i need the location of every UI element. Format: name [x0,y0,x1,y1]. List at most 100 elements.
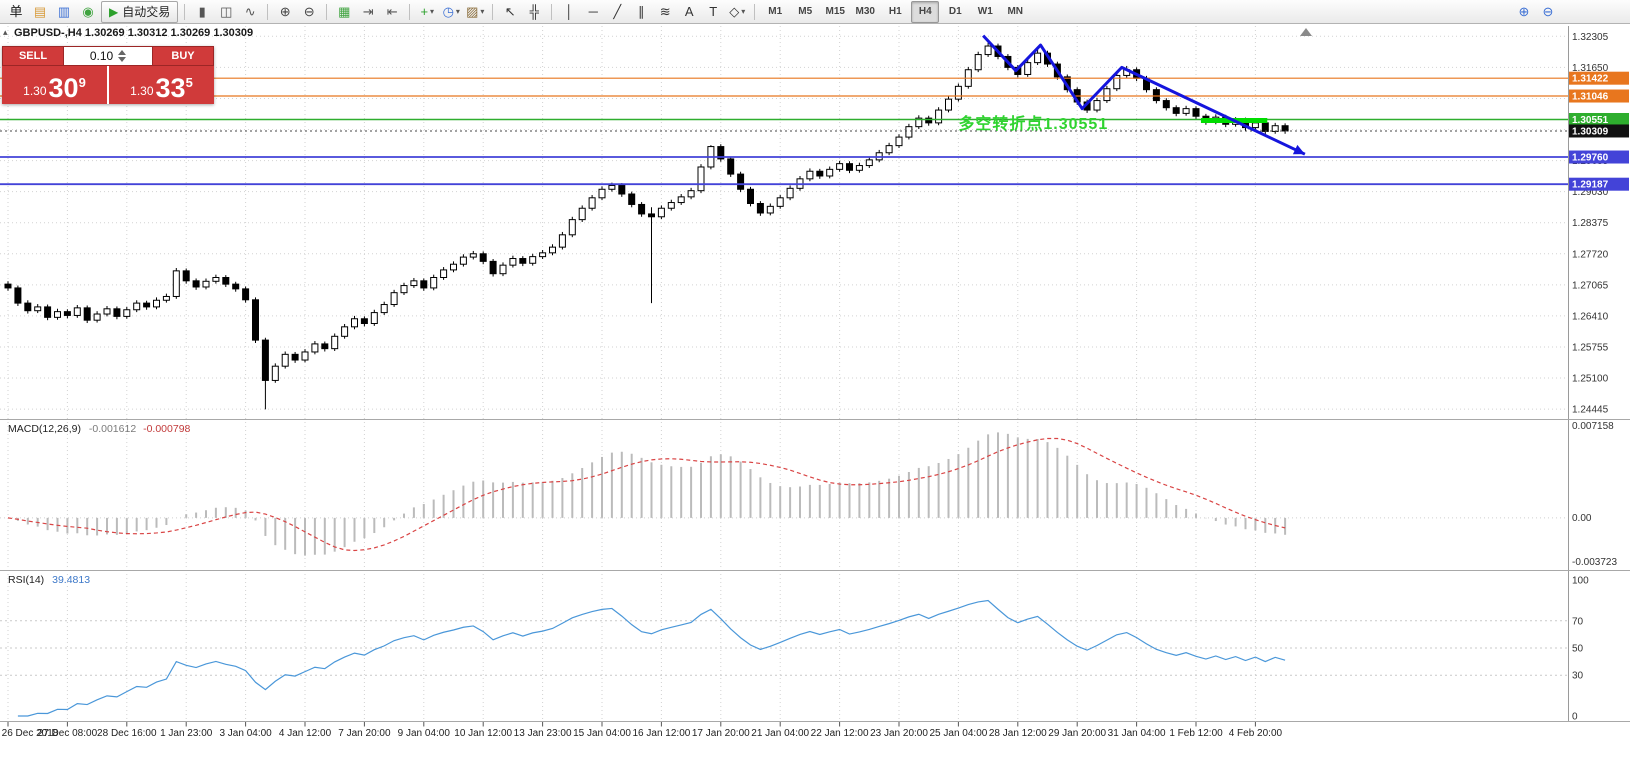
volume-value: 0.10 [89,49,114,63]
timeframe-button-h1[interactable]: H1 [888,5,902,17]
magnifier-minus-icon-glyph: ⊖ [1542,4,1554,19]
channel-icon-glyph: ∥ [638,4,645,19]
cursor-icon[interactable]: ↖ [499,1,521,23]
chart-shift-icon[interactable]: ⇤ [381,1,403,23]
new-chart-icon-glyph: ▤ [33,4,47,19]
rsi-value: 39.4813 [52,574,91,586]
cursor-icon-glyph: ↖ [504,4,516,19]
svg-text:28 Jan 12:00: 28 Jan 12:00 [989,728,1047,739]
horizontal-line-icon-glyph: ─ [588,4,598,19]
navigator-icon-glyph: ◉ [82,4,94,19]
crosshair-icon[interactable]: ╬ [523,1,545,23]
svg-text:15 Jan 04:00: 15 Jan 04:00 [573,728,631,739]
svg-text:70: 70 [1572,616,1584,627]
chevron-down-icon: ▾ [480,6,485,16]
toolbar-separator [551,3,553,20]
navigator-icon[interactable]: ◉ [77,1,99,23]
macd-signal-value: -0.000798 [143,423,191,435]
svg-text:9 Jan 04:00: 9 Jan 04:00 [398,728,451,739]
timeframe-button-h4[interactable]: H4 [911,0,940,23]
svg-text:1.31046: 1.31046 [1572,92,1609,103]
text-tool-icon[interactable]: A [678,1,700,23]
periods-icon[interactable]: ◷ ▾ [440,1,462,23]
svg-text:1.29187: 1.29187 [1572,180,1609,191]
new-order-button[interactable]: 单 [5,1,27,23]
horizontal-line-icon[interactable]: ─ [582,1,604,23]
vertical-line-icon-glyph: │ [565,4,574,19]
zoom-in-icon[interactable]: ⊕ [274,1,296,23]
svg-text:16 Jan 12:00: 16 Jan 12:00 [632,728,690,739]
tile-windows-icon-glyph: ▦ [338,4,351,19]
candlestick-chart-icon[interactable]: ◫ [215,1,237,23]
channel-icon[interactable]: ∥ [630,1,652,23]
templates-icon-glyph: ▨ [466,4,479,19]
auto-trading-glyph: ▶ [109,4,119,19]
svg-text:100: 100 [1572,576,1589,587]
trendline-icon[interactable]: ╱ [606,1,628,23]
fibonacci-icon[interactable]: ≋ [654,1,676,23]
price-axis[interactable]: 1.323051.316501.309951.303401.296851.290… [1568,26,1630,722]
one-click-trade-panel: SELL 0.10 BUY 1.30 30 9 1.30 33 5 [2,46,214,104]
buy-price[interactable]: 1.30 33 5 [109,66,214,104]
shapes-icon[interactable]: ◇ ▾ [726,1,748,23]
zoom-out-icon[interactable]: ⊖ [298,1,320,23]
svg-text:4 Feb 20:00: 4 Feb 20:00 [1229,728,1283,739]
crosshair-icon-glyph: ╬ [529,4,539,19]
svg-text:1 Feb 12:00: 1 Feb 12:00 [1169,728,1223,739]
new-order-glyph: 单 [9,4,23,19]
svg-text:22 Jan 12:00: 22 Jan 12:00 [811,728,869,739]
toolbar-separator [492,3,494,20]
symbol-ohlc-info: GBPUSD-,H4 1.30269 1.30312 1.30269 1.303… [14,27,254,39]
svg-text:13 Jan 23:00: 13 Jan 23:00 [514,728,572,739]
zoom-out-icon-glyph: ⊖ [303,4,315,19]
timeframe-button-m15[interactable]: M15 [825,5,845,17]
timeframe-button-mn[interactable]: MN [1007,5,1024,17]
tile-windows-icon[interactable]: ▦ [333,1,355,23]
auto-trading-button[interactable]: ▶ 自动交易 [101,0,179,23]
line-chart-icon-glyph: ∿ [244,4,256,19]
annotation-text[interactable]: 多空转折点1.30551 [958,116,1109,134]
macd-pane: 0.007158 0.00 -0.003723 [0,421,1617,568]
macd-main-value: -0.001612 [88,423,137,435]
vertical-line-icon[interactable]: │ [558,1,580,23]
svg-text:28 Dec 16:00: 28 Dec 16:00 [97,728,157,739]
indicators-icon[interactable]: + ▾ [416,1,438,23]
volume-field[interactable]: 0.10 [64,46,152,66]
sell-button[interactable]: SELL [2,46,64,66]
sell-price[interactable]: 1.30 30 9 [2,66,107,104]
rsi-ind-label: RSI(14) 39.4813 [8,574,90,586]
chart-shift-marker[interactable] [1300,28,1312,36]
timeframe-button-m1[interactable]: M1 [768,5,783,17]
trend-zigzag-line[interactable] [982,34,1306,156]
magnifier-plus-icon[interactable]: ⊕ [1513,1,1535,23]
svg-text:1.27720: 1.27720 [1572,249,1609,260]
buy-button[interactable]: BUY [152,46,214,66]
timeframe-button-m30[interactable]: M30 [855,5,875,17]
rsi-name: RSI(14) [8,574,45,586]
svg-text:0.00: 0.00 [1572,513,1592,524]
line-chart-icon[interactable]: ∿ [239,1,261,23]
auto-scroll-icon[interactable]: ⇥ [357,1,379,23]
volume-down-icon[interactable] [118,57,127,62]
magnifier-plus-icon-glyph: ⊕ [1518,4,1530,19]
timeframe-button-d1[interactable]: D1 [948,5,962,17]
market-watch-icon[interactable]: ▥ [53,1,75,23]
svg-text:21 Jan 04:00: 21 Jan 04:00 [751,728,809,739]
magnifier-minus-icon[interactable]: ⊖ [1537,1,1559,23]
timeframe-button-m5[interactable]: M5 [798,5,813,17]
new-chart-icon[interactable]: ▤ [29,1,51,23]
label-tool-icon[interactable]: T [702,1,724,23]
svg-text:50: 50 [1572,644,1584,655]
trend-arrowhead [1292,144,1305,155]
volume-up-icon[interactable] [118,50,127,55]
one-click-panel-toggle-icon[interactable]: ▴ [3,27,8,37]
templates-icon[interactable]: ▨ ▾ [464,1,486,23]
svg-text:1.30551: 1.30551 [1572,115,1609,126]
svg-text:1.25100: 1.25100 [1572,374,1609,385]
timeframe-button-w1[interactable]: W1 [977,5,993,17]
svg-text:1.30309: 1.30309 [1572,126,1609,137]
bar-chart-icon[interactable]: ▮ [191,1,213,23]
svg-text:17 Jan 20:00: 17 Jan 20:00 [692,728,750,739]
